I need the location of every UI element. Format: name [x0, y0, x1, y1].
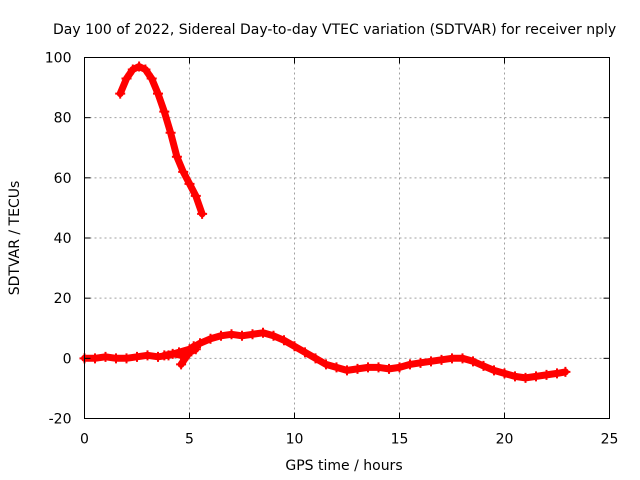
- data-point: [279, 335, 289, 346]
- data-point: [205, 333, 216, 344]
- data-point: [100, 351, 111, 362]
- y-tick-label: 80: [54, 111, 72, 127]
- data-point: [159, 106, 170, 117]
- data-point: [268, 330, 279, 341]
- data-point: [363, 362, 373, 373]
- series-segment-2: [79, 327, 571, 383]
- data-point: [171, 151, 182, 162]
- y-tick-label: 40: [54, 231, 72, 247]
- data-point: [247, 329, 258, 340]
- data-point: [184, 178, 195, 189]
- data-point: [331, 362, 342, 373]
- series-segment-1: [115, 61, 208, 219]
- data-point: [394, 362, 405, 373]
- data-point: [289, 341, 300, 352]
- data-point: [321, 359, 331, 370]
- data-point: [468, 356, 478, 367]
- data-point: [140, 64, 151, 75]
- data-point: [384, 363, 394, 374]
- series-segment-4: [176, 341, 199, 370]
- y-tick-label: -20: [49, 412, 72, 428]
- x-tick-label: 25: [601, 432, 619, 448]
- data-point: [178, 166, 189, 177]
- data-point: [121, 353, 132, 364]
- data-point: [111, 353, 121, 364]
- data-point: [127, 64, 138, 75]
- data-point: [176, 359, 187, 370]
- data-point: [190, 190, 201, 201]
- data-point: [447, 353, 457, 364]
- data-point: [489, 365, 499, 376]
- data-point: [457, 353, 468, 364]
- x-axis-label: GPS time / hours: [285, 458, 402, 474]
- data-point: [216, 330, 226, 341]
- data-point: [197, 208, 208, 219]
- x-tick-label: 20: [496, 432, 514, 448]
- data-point: [499, 368, 510, 379]
- data-point: [510, 371, 520, 382]
- data-point: [415, 357, 426, 368]
- data-point: [520, 372, 531, 383]
- data-point: [373, 362, 384, 373]
- data-point: [146, 73, 157, 84]
- data-point: [90, 353, 100, 364]
- data-point: [436, 354, 447, 365]
- data-point: [426, 356, 436, 367]
- y-tick-label: 0: [63, 351, 72, 367]
- data-point: [142, 350, 153, 361]
- y-axis-label: SDTVAR / TECUs: [7, 181, 23, 296]
- data-point: [115, 88, 126, 99]
- data-point: [132, 351, 142, 362]
- data-point: [300, 347, 310, 358]
- data-point: [121, 73, 132, 84]
- data-point: [405, 359, 415, 370]
- data-point: [310, 353, 321, 364]
- ticks: 0 5 10 15 20 25 -20 0 20 40 60 80 100: [45, 51, 619, 448]
- chart-title: Day 100 of 2022, Sidereal Day-to-day VTE…: [53, 22, 616, 38]
- data-point: [134, 61, 145, 72]
- data-point: [258, 327, 268, 338]
- data-point: [342, 365, 352, 376]
- data-point: [531, 371, 541, 382]
- data-point: [165, 127, 176, 138]
- data-point: [226, 329, 237, 340]
- data-point: [478, 360, 489, 371]
- y-tick-label: 60: [54, 171, 72, 187]
- data-point: [352, 363, 363, 374]
- data-point: [560, 366, 571, 377]
- y-tick-label: 100: [45, 51, 72, 67]
- x-tick-label: 5: [185, 432, 194, 448]
- y-tick-label: 20: [54, 291, 72, 307]
- data-point: [195, 338, 205, 349]
- data-point: [159, 350, 170, 361]
- data-point: [541, 369, 552, 380]
- data-point: [552, 368, 562, 379]
- data-point: [237, 330, 247, 341]
- data-point: [153, 88, 163, 99]
- data-point: [188, 341, 199, 352]
- x-tick-label: 0: [80, 432, 89, 448]
- data-point: [182, 350, 193, 361]
- series-layer: [79, 61, 571, 383]
- data-point: [167, 348, 178, 359]
- x-tick-label: 10: [286, 432, 304, 448]
- x-tick-label: 15: [391, 432, 409, 448]
